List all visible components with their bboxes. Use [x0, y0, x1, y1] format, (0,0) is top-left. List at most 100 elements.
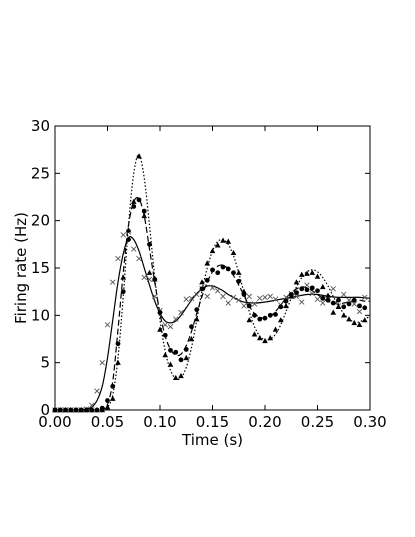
triangle-marker — [146, 269, 153, 275]
circle-marker — [178, 357, 184, 363]
circle-marker — [341, 304, 347, 310]
x-marker — [283, 294, 289, 301]
circle-marker — [136, 197, 142, 203]
triangle-marker — [335, 303, 342, 310]
triangle-marker — [319, 283, 326, 290]
x-marker — [120, 232, 126, 238]
x-tick-label: 0.05 — [91, 413, 124, 431]
circle-marker — [194, 307, 200, 313]
x-marker — [346, 297, 352, 303]
circle-marker — [315, 288, 320, 294]
triangle-marker — [351, 319, 358, 326]
circle-marker — [357, 303, 362, 309]
triangle-marker — [235, 269, 242, 275]
triangle-marker — [125, 227, 132, 233]
x-tick-label: 0.20 — [248, 413, 281, 431]
triangle-marker — [230, 249, 237, 256]
triangle-marker — [209, 247, 216, 254]
x-marker — [309, 290, 315, 297]
triangle-marker — [141, 212, 148, 219]
triangle-marker — [136, 153, 142, 159]
x-marker — [241, 303, 247, 309]
circle-marker — [204, 277, 210, 283]
triangle-marker — [288, 293, 295, 299]
triangle-marker — [225, 238, 232, 244]
x-marker — [267, 293, 273, 300]
circle-marker — [262, 315, 268, 321]
triangle-marker — [178, 372, 184, 379]
triangle-marker — [167, 361, 174, 367]
circle-marker — [257, 316, 263, 322]
circle-marker — [325, 297, 331, 303]
circle-marker — [330, 300, 336, 306]
circle-marker — [294, 290, 299, 296]
triangle-marker — [246, 317, 253, 323]
x-marker — [225, 300, 231, 306]
circle-marker — [225, 266, 231, 272]
x-marker — [162, 322, 168, 328]
circle-marker — [273, 311, 278, 317]
circle-marker — [336, 297, 341, 303]
triangle-marker — [183, 354, 190, 361]
x-marker — [362, 294, 368, 301]
series-dashed-line — [55, 197, 370, 410]
circle-marker — [183, 347, 189, 352]
circle-marker — [220, 264, 226, 270]
triangle-marker — [325, 292, 331, 298]
x-marker — [209, 285, 216, 291]
circle-marker — [173, 349, 179, 355]
x-marker — [194, 291, 200, 298]
x-marker — [173, 316, 179, 322]
circle-marker — [267, 312, 273, 318]
x-marker — [215, 288, 221, 294]
series-layer — [52, 153, 370, 413]
triangle-marker — [199, 279, 205, 285]
circle-marker — [351, 297, 357, 303]
series-solid-line — [55, 236, 370, 410]
x-marker — [152, 293, 158, 300]
y-tick-label: 25 — [31, 164, 50, 182]
circle-marker — [126, 237, 131, 243]
y-tick-label: 5 — [40, 354, 50, 372]
x-marker — [131, 246, 137, 252]
x-marker — [110, 279, 116, 285]
circle-marker — [299, 286, 305, 292]
y-tick-label: 20 — [31, 212, 50, 230]
circle-marker — [215, 270, 221, 276]
circle-marker — [252, 312, 257, 318]
triangle-marker — [204, 260, 211, 266]
x-tick-label: 0.30 — [353, 413, 386, 431]
x-marker — [99, 359, 105, 366]
triangle-marker — [157, 326, 163, 332]
triangle-marker — [298, 271, 305, 277]
y-tick-label: 15 — [31, 259, 50, 277]
x-marker — [351, 301, 357, 307]
x-marker — [320, 300, 326, 306]
x-marker — [299, 299, 305, 305]
x-marker — [251, 301, 258, 307]
circle-marker — [346, 301, 352, 307]
x-marker — [204, 293, 210, 300]
circle-marker — [199, 286, 205, 292]
series-dotted-line — [55, 153, 370, 410]
x-marker — [115, 255, 121, 262]
triangle-marker — [283, 302, 289, 309]
circle-marker — [168, 347, 173, 353]
circle-marker — [246, 303, 252, 309]
triangle-marker — [214, 242, 221, 248]
triangle-marker — [267, 335, 274, 341]
triangle-marker — [356, 321, 363, 327]
x-marker — [330, 286, 336, 292]
x-marker — [188, 295, 195, 302]
x-marker — [293, 293, 300, 300]
circle-marker — [309, 285, 315, 291]
x-marker — [236, 297, 242, 303]
x-marker — [89, 402, 95, 408]
circle-marker — [115, 341, 121, 347]
y-tick-label: 0 — [40, 401, 50, 419]
x-tick-label: 0.25 — [301, 413, 334, 431]
circle-marker — [236, 278, 242, 284]
circle-marker — [157, 310, 163, 315]
x-marker — [220, 293, 226, 300]
